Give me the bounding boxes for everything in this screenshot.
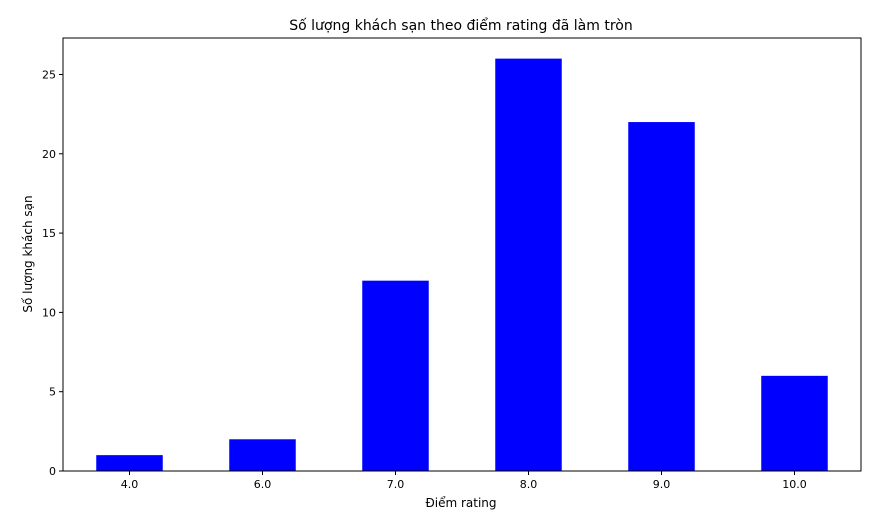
x-tick-label: 4.0 <box>121 478 139 491</box>
y-axis-label: Số lượng khách sạn <box>21 195 35 312</box>
y-tick-label: 10 <box>42 306 56 319</box>
bar-10.0 <box>761 375 828 471</box>
bars <box>96 58 828 472</box>
y-axis: 0 5 10 15 20 25 <box>42 68 63 478</box>
bar-6.0 <box>229 439 296 471</box>
bar-4.0 <box>96 455 163 471</box>
x-tick-label: 7.0 <box>387 478 405 491</box>
x-tick-label: 9.0 <box>653 478 671 491</box>
x-tick-label: 10.0 <box>782 478 807 491</box>
y-tick-label: 20 <box>42 148 56 161</box>
x-tick-label: 8.0 <box>520 478 538 491</box>
bar-8.0 <box>495 58 562 471</box>
y-tick-label: 0 <box>49 465 56 478</box>
plot-frame <box>62 37 862 472</box>
bar-7.0 <box>362 280 429 471</box>
y-tick-label: 5 <box>49 386 56 399</box>
x-tick-label: 6.0 <box>254 478 272 491</box>
bar-9.0 <box>628 122 695 472</box>
x-axis-label: Điểm rating <box>425 496 496 510</box>
y-tick-label: 25 <box>42 68 56 81</box>
y-tick-label: 15 <box>42 227 56 240</box>
chart-title: Số lượng khách sạn theo điểm rating đã l… <box>289 17 632 34</box>
x-axis: 4.0 6.0 7.0 8.0 9.0 10.0 <box>121 471 807 491</box>
